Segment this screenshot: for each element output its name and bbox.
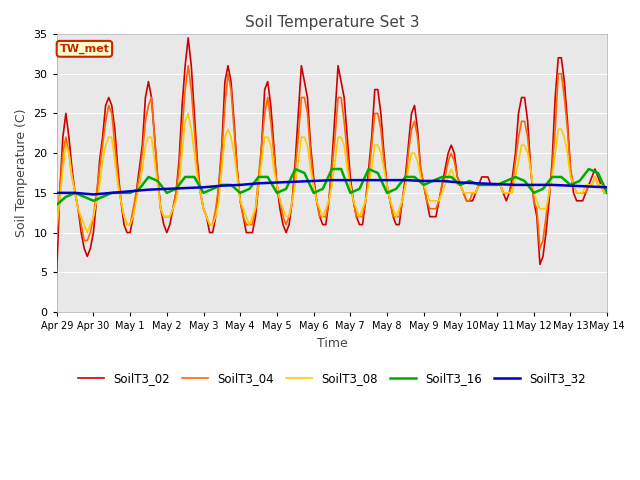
Title: Soil Temperature Set 3: Soil Temperature Set 3 — [244, 15, 419, 30]
Legend: SoilT3_02, SoilT3_04, SoilT3_08, SoilT3_16, SoilT3_32: SoilT3_02, SoilT3_04, SoilT3_08, SoilT3_… — [74, 367, 590, 390]
Text: TW_met: TW_met — [60, 44, 109, 54]
X-axis label: Time: Time — [317, 336, 348, 349]
Y-axis label: Soil Temperature (C): Soil Temperature (C) — [15, 109, 28, 237]
